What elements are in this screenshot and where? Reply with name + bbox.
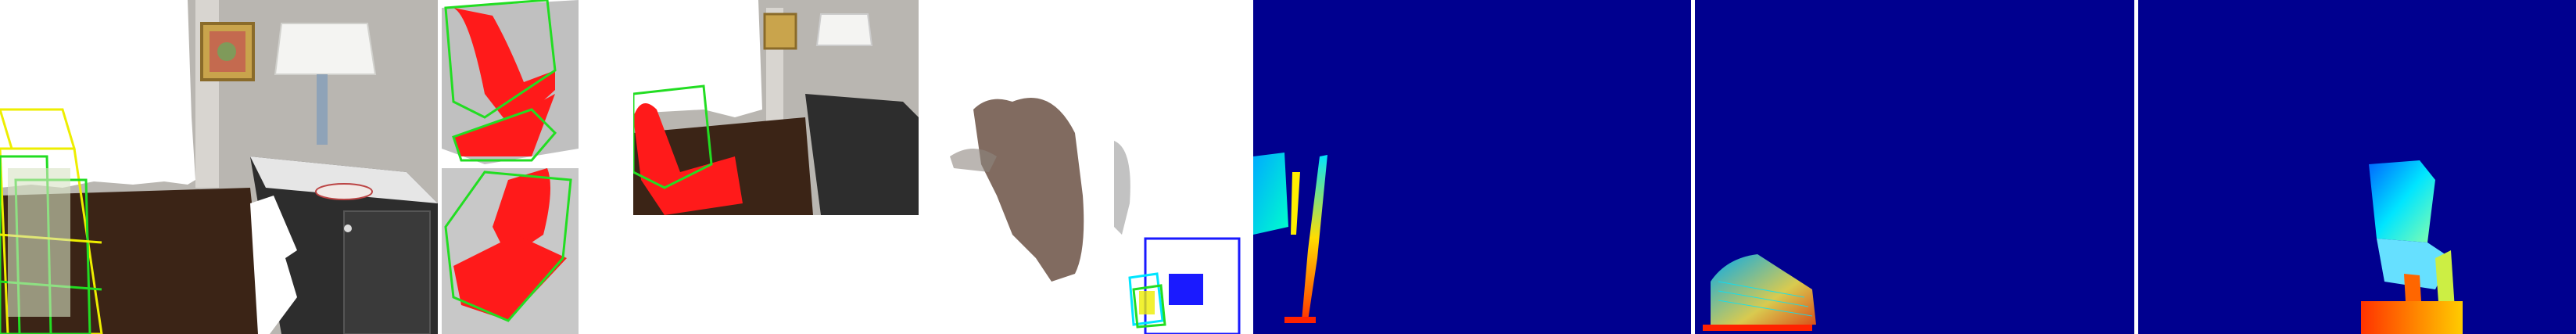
rgb-scene2-drawing xyxy=(633,0,919,215)
point-cloud-drawing xyxy=(919,0,1251,334)
sideboard-2 xyxy=(805,94,919,215)
box-yellow-front xyxy=(0,147,103,334)
chair-top-box-bottom xyxy=(452,108,557,162)
masked-region xyxy=(0,0,195,188)
depth-chair-leg xyxy=(1302,155,1327,321)
point-cloud-view xyxy=(919,0,1251,334)
plate xyxy=(315,183,373,200)
chair-top-box xyxy=(444,0,557,119)
red-chair xyxy=(633,103,743,215)
depth-floor-mark-2 xyxy=(1703,325,1812,331)
depth-chair-back xyxy=(2369,160,2435,242)
depth-map-2-drawing xyxy=(1695,0,2134,334)
depth-bg-3 xyxy=(2138,0,2576,334)
depth-map-1-drawing xyxy=(1253,0,1691,334)
chair-in-box xyxy=(8,168,70,317)
sideboard-top xyxy=(250,156,438,203)
red-chair-box xyxy=(633,84,713,189)
door-knob xyxy=(344,224,352,232)
chair-bottom-seat xyxy=(453,235,567,321)
depth-map-3-drawing xyxy=(2138,0,2576,334)
depth-map-3 xyxy=(2138,0,2576,334)
rgb-scene-with-3d-boxes xyxy=(0,0,438,334)
cloud-yellow-object xyxy=(1139,291,1155,314)
depth-map-1 xyxy=(1253,0,1691,334)
depth-chair-2-lines xyxy=(1718,281,1813,317)
sideboard-door xyxy=(343,210,431,334)
depth-chair-2 xyxy=(1711,254,1816,329)
depth-chair-leg-2 xyxy=(2404,274,2421,301)
rgb-scene-second-view xyxy=(633,0,919,215)
depth-floor-3 xyxy=(2361,301,2463,334)
chair-top-back xyxy=(453,8,555,129)
cloud-blue-object xyxy=(1169,274,1203,305)
chair-bottom-box xyxy=(444,171,572,322)
cloud-box-green xyxy=(1132,284,1166,329)
painting-detail xyxy=(217,42,236,61)
cloud-wing xyxy=(950,149,997,172)
lamp-shade xyxy=(274,23,377,75)
chair-view-bottom xyxy=(442,168,579,334)
masked-region-2 xyxy=(250,196,297,334)
chair-bottom-back xyxy=(493,168,550,258)
masked-region-3 xyxy=(633,0,762,117)
depth-object-left xyxy=(1253,153,1288,235)
depth-chair-seat xyxy=(2377,239,2451,289)
painting-2 xyxy=(763,13,797,50)
cloud-mass xyxy=(973,98,1084,282)
lamp-base xyxy=(317,74,328,145)
depth-chair-leg-1 xyxy=(2435,250,2455,313)
lamp-shade-2 xyxy=(815,13,873,46)
box-green-1 xyxy=(0,155,52,334)
separator-1 xyxy=(1691,0,1695,334)
depth-map-2 xyxy=(1695,0,2134,334)
depth-chair-strip xyxy=(1291,172,1300,235)
rgb-scene-drawing xyxy=(0,0,438,334)
cloud-box-cyan xyxy=(1128,272,1164,326)
chair-view-top xyxy=(442,0,579,164)
separator-2 xyxy=(2134,0,2138,334)
depth-floor-mark xyxy=(1284,317,1316,323)
cloud-wall xyxy=(1114,141,1130,235)
